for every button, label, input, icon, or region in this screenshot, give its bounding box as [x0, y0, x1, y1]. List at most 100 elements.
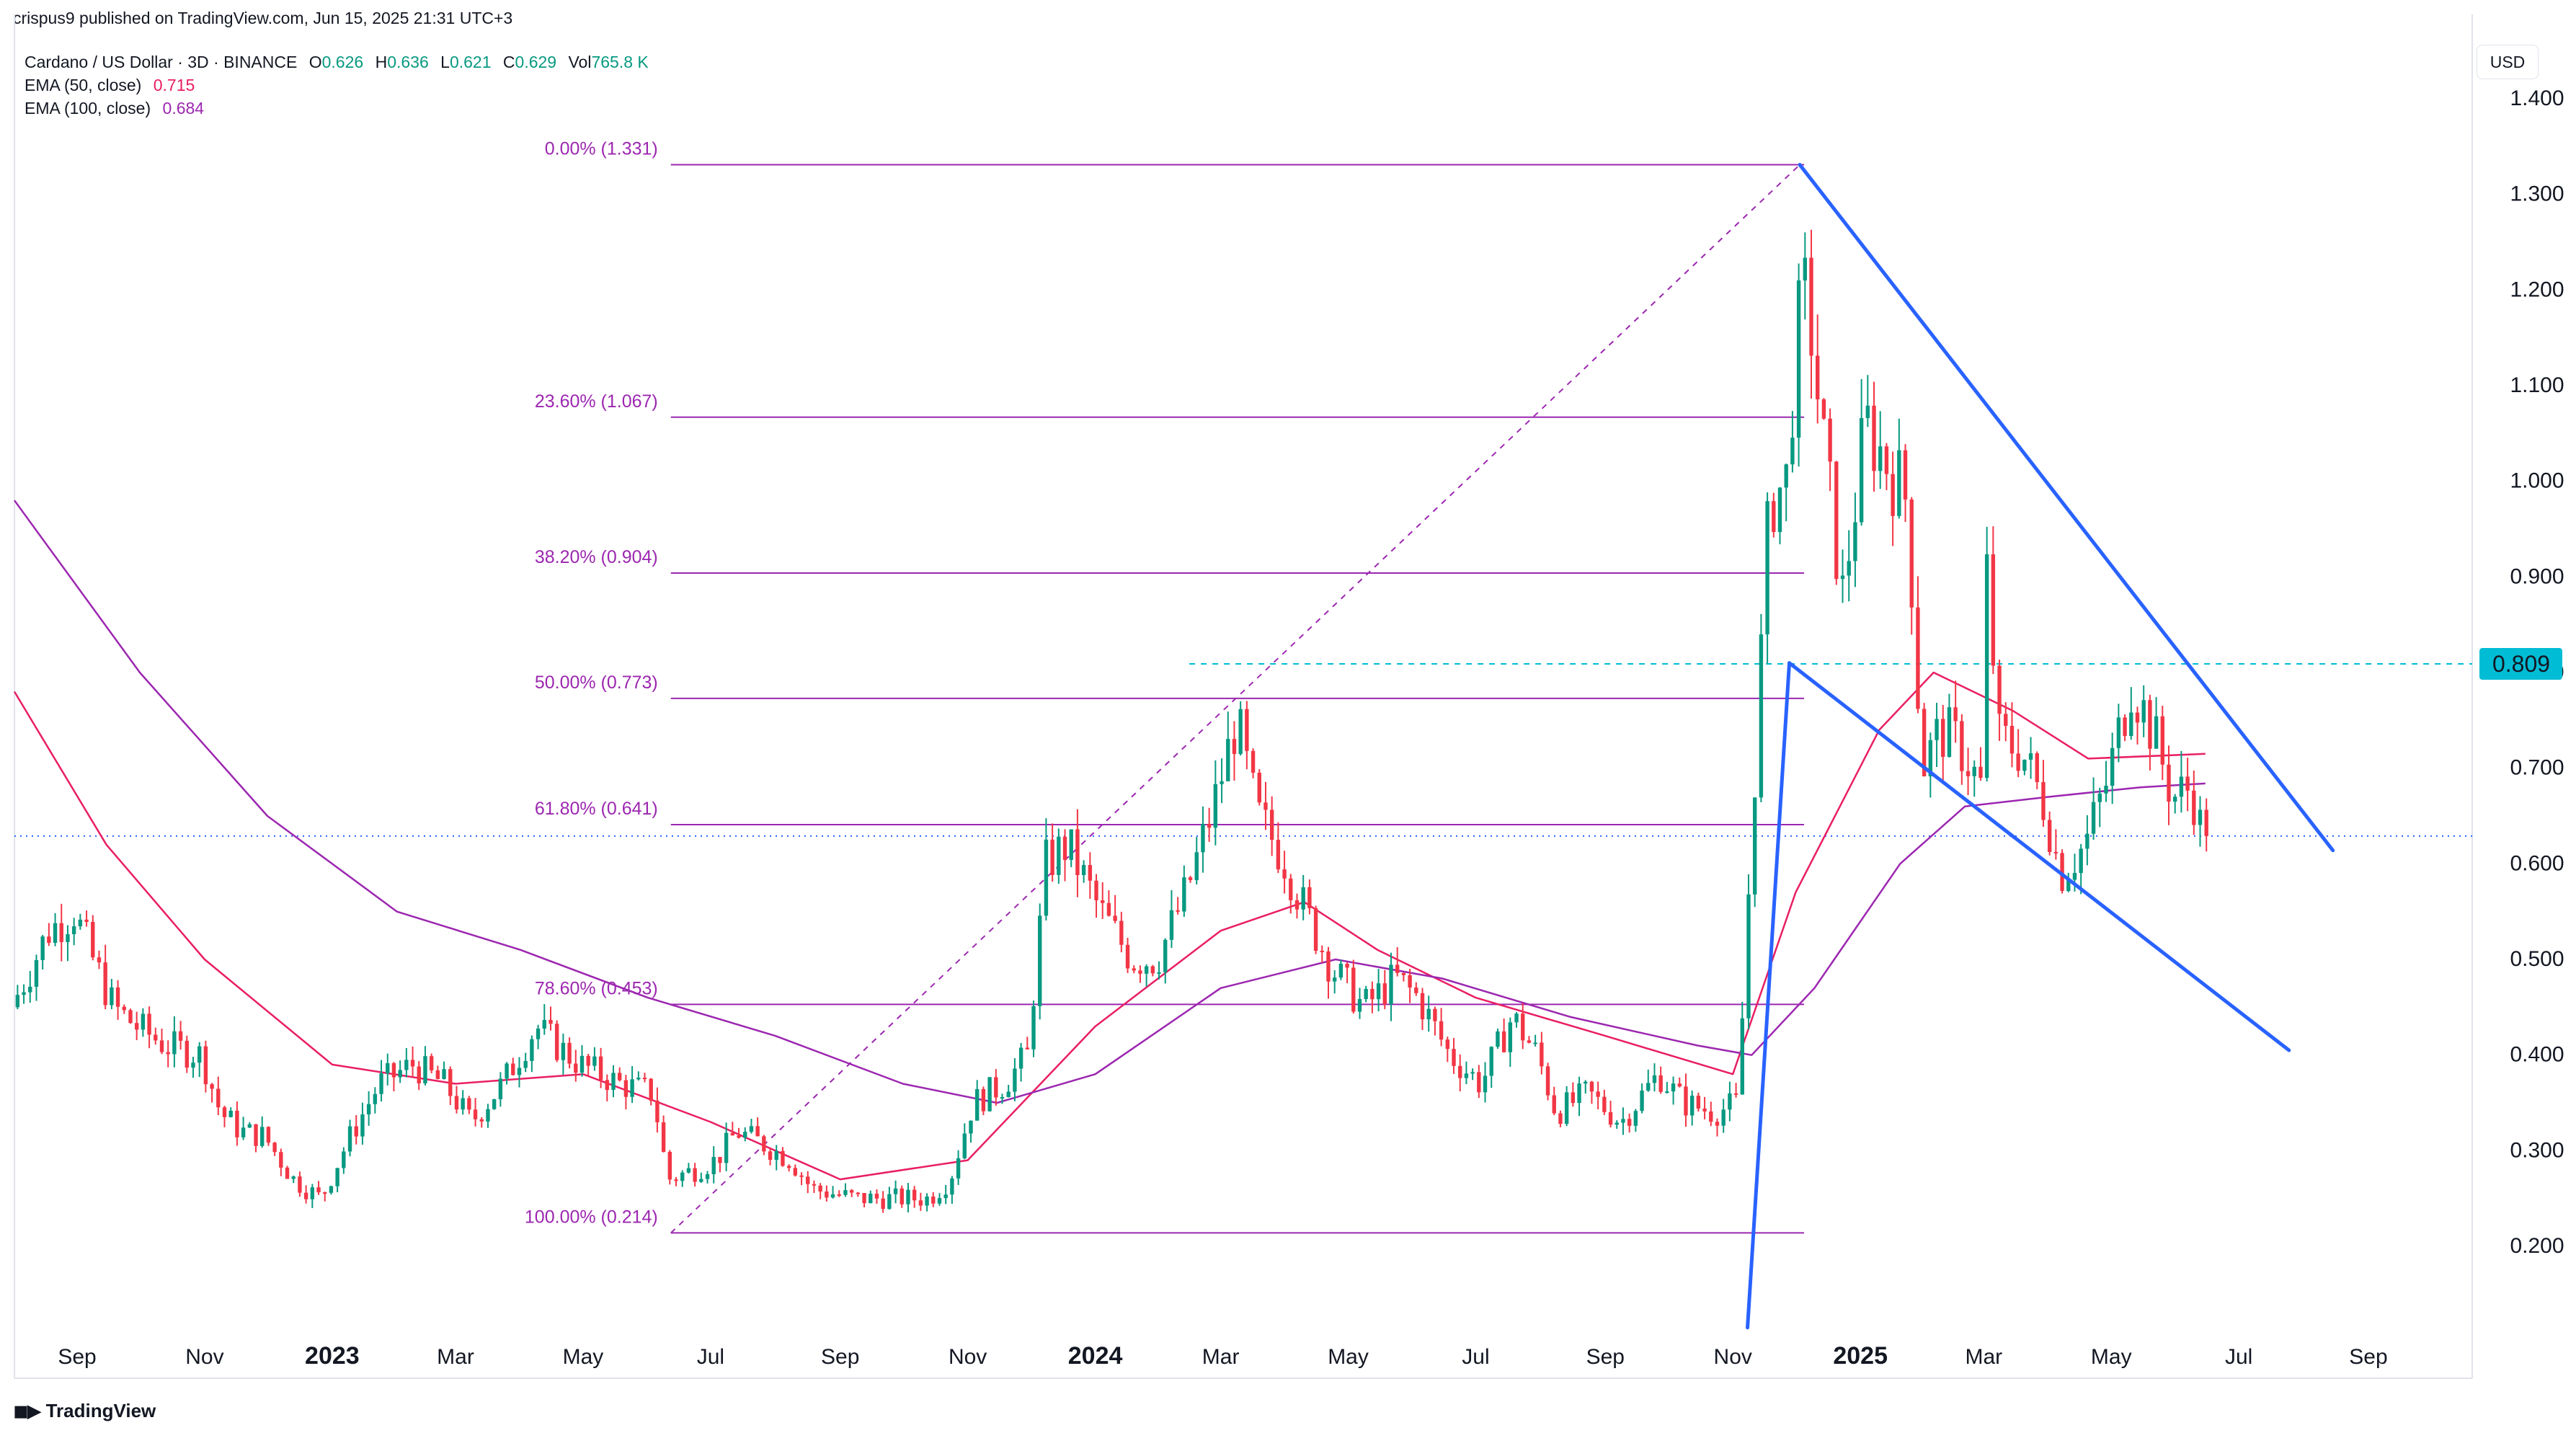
- candle-body: [874, 1193, 879, 1199]
- candle: [1351, 959, 1356, 1014]
- candle-body: [2116, 717, 2121, 748]
- candle-body: [2079, 848, 2083, 874]
- candle-body: [1702, 1108, 1707, 1112]
- candle-body: [1038, 915, 1042, 1006]
- tradingview-logo-icon: ◼▶: [13, 1400, 42, 1421]
- candle: [1689, 1090, 1695, 1126]
- candle-body: [15, 995, 20, 1008]
- legend-ema50-row[interactable]: EMA (50, close) 0.715: [25, 74, 649, 97]
- candle: [467, 1096, 471, 1114]
- x-tick-label: Mar: [437, 1345, 474, 1369]
- legend-ema100-row[interactable]: EMA (100, close) 0.684: [25, 97, 649, 120]
- candle: [1984, 526, 1989, 782]
- legend-symbol[interactable]: Cardano / US Dollar · 3D · BINANCE: [25, 53, 298, 71]
- candle: [1013, 1058, 1017, 1101]
- candle-body: [699, 1179, 703, 1182]
- candle-body: [1345, 964, 1349, 968]
- candle: [1558, 1110, 1563, 1127]
- candle-body: [2141, 700, 2146, 723]
- candle: [561, 1033, 566, 1075]
- candle-body: [1307, 887, 1312, 908]
- candle: [97, 950, 102, 970]
- x-tick-label: Sep: [2349, 1345, 2387, 1369]
- currency-button[interactable]: USD: [2477, 45, 2539, 79]
- candle-body: [918, 1200, 923, 1206]
- candle-body: [316, 1187, 321, 1193]
- fib-level-label: 38.20% (0.904): [535, 547, 658, 567]
- candle: [103, 944, 107, 1010]
- candle: [1935, 703, 1939, 768]
- candle: [1640, 1083, 1644, 1114]
- candle-body: [1684, 1086, 1688, 1116]
- candle: [887, 1186, 892, 1210]
- candle-body: [636, 1078, 641, 1080]
- candle-body: [605, 1080, 609, 1090]
- candle: [172, 1016, 177, 1068]
- candle-body: [2047, 820, 2052, 852]
- candle-body: [1408, 975, 1412, 988]
- candle-body: [1733, 1093, 1738, 1095]
- candle: [598, 1047, 603, 1088]
- candle-body: [1075, 829, 1080, 876]
- candle-body: [981, 1088, 986, 1112]
- candle-body: [298, 1176, 302, 1193]
- candle-body: [1201, 824, 1205, 853]
- y-tick-label: 0.900: [2510, 564, 2564, 588]
- candle: [1784, 463, 1788, 522]
- candle-body: [1094, 880, 1098, 900]
- candle-body: [1483, 1075, 1488, 1093]
- candle-body: [1276, 840, 1281, 870]
- candle-body: [1540, 1042, 1544, 1067]
- candle-body: [693, 1168, 697, 1182]
- candle-body: [1257, 772, 1261, 803]
- candle-body: [1922, 709, 1927, 776]
- candle-body: [97, 957, 102, 963]
- candle-body: [686, 1168, 691, 1173]
- candle: [410, 1046, 415, 1078]
- candle-body: [1496, 1031, 1500, 1047]
- candle: [768, 1148, 773, 1166]
- candle: [228, 1107, 233, 1118]
- candle-body: [1113, 915, 1117, 921]
- candle-body: [1527, 1040, 1532, 1043]
- y-tick-label: 0.400: [2510, 1043, 2564, 1067]
- candle-body: [567, 1042, 572, 1064]
- candle-body: [762, 1136, 766, 1152]
- candle: [2154, 697, 2159, 749]
- x-tick-label: Jul: [2225, 1345, 2252, 1369]
- candle: [323, 1192, 327, 1202]
- candle-body: [172, 1031, 177, 1055]
- candle: [335, 1167, 339, 1193]
- candle: [1501, 1019, 1506, 1053]
- candle-body: [1150, 966, 1155, 974]
- candle: [1608, 1101, 1613, 1128]
- candle-body: [84, 919, 89, 922]
- candle: [391, 1062, 396, 1092]
- candle: [1389, 952, 1393, 1021]
- candle-body: [2016, 753, 2020, 771]
- candle-body: [711, 1157, 716, 1174]
- y-tick-label: 1.300: [2510, 182, 2564, 206]
- candle-body: [730, 1132, 735, 1136]
- candle-body: [818, 1185, 822, 1192]
- candle-body: [1370, 988, 1374, 1000]
- candle: [448, 1066, 453, 1105]
- candle-body: [906, 1189, 910, 1204]
- candle-body: [191, 1062, 195, 1068]
- legend-open-label: O: [308, 53, 322, 71]
- candle-body: [900, 1188, 904, 1204]
- candle-body: [1847, 561, 1851, 576]
- candle: [1752, 797, 1757, 908]
- candle: [755, 1117, 760, 1137]
- candle-body: [28, 986, 32, 993]
- candle-body: [2173, 797, 2177, 802]
- candle: [1922, 703, 1927, 777]
- candle: [618, 1067, 622, 1082]
- x-tick-label: Sep: [58, 1345, 96, 1369]
- candle-body: [1489, 1047, 1493, 1076]
- y-tick-label: 1.400: [2510, 86, 2564, 110]
- candle: [918, 1192, 923, 1211]
- candle-body: [2179, 776, 2184, 797]
- candle: [1307, 879, 1312, 915]
